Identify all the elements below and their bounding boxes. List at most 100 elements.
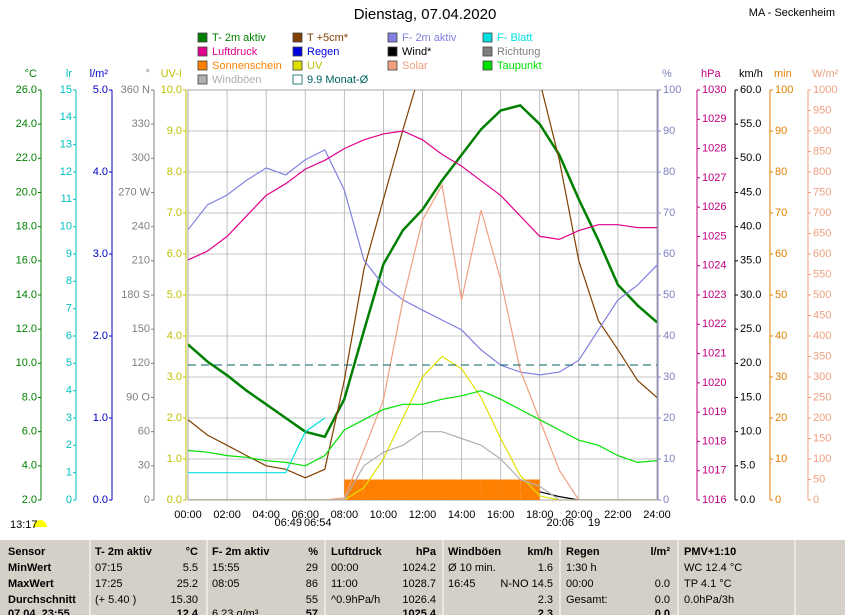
table-cell: 12.4	[177, 608, 199, 615]
table-cell: F- 2m aktiv	[212, 546, 270, 558]
table-cell: TP 4.1 °C	[684, 578, 732, 590]
y-tick-label: 1020	[702, 377, 726, 389]
y-tick-label: 7.0	[167, 207, 182, 219]
y-tick-label: 6.0	[22, 426, 37, 438]
y-tick-label: 150	[813, 432, 831, 444]
y-tick-label: 100	[813, 453, 831, 465]
y-tick-label: 1000	[813, 84, 837, 96]
y-tick-label: 60.0	[740, 84, 761, 96]
legend-swatch	[197, 32, 208, 43]
table-cell: 11:00	[331, 578, 358, 590]
legend-label: Sonnenschein	[212, 60, 282, 72]
y-tick-label: 900	[813, 125, 831, 137]
y-tick-label: 15.0	[740, 391, 761, 403]
axis-label: lr	[66, 68, 72, 80]
y-tick-label: 120	[132, 357, 150, 369]
sun-icon	[33, 520, 47, 527]
y-tick-label: 80	[663, 166, 675, 178]
series-line	[188, 355, 657, 500]
y-tick-label: 210	[132, 255, 150, 267]
series-line	[188, 183, 657, 500]
series-line	[188, 417, 326, 474]
legend-label: Wind*	[402, 46, 432, 58]
y-tick-label: 8	[66, 275, 72, 287]
y-tick-label: 4.0	[93, 166, 108, 178]
legend-label: F- Blatt	[497, 32, 532, 44]
table-cell: 55	[306, 594, 318, 606]
y-tick-label: 750	[813, 186, 831, 198]
x-tick-label: 12:00	[409, 509, 437, 521]
y-tick-label: 0.0	[740, 494, 755, 506]
y-tick-label: 180 S	[121, 289, 150, 301]
legend-label: Regen	[307, 46, 339, 58]
y-tick-label: 270 W	[118, 186, 150, 198]
x-tick-label: 14:00	[448, 509, 476, 521]
y-tick-label: 950	[813, 104, 831, 116]
x-tick-label: 04:00	[252, 509, 280, 521]
y-tick-label: 90 O	[126, 391, 150, 403]
legend-swatch	[482, 32, 493, 43]
table-cell: 0.0	[655, 578, 670, 590]
series-line	[188, 431, 657, 500]
y-tick-label: 0	[775, 494, 781, 506]
table-cell: 86	[306, 578, 318, 590]
y-tick-label: 1021	[702, 347, 726, 359]
y-tick-label: 240	[132, 221, 150, 233]
legend-label: Luftdruck	[212, 46, 258, 58]
y-tick-label: 90	[663, 125, 675, 137]
table-cell: 15:55	[212, 562, 240, 574]
y-tick-label: 800	[813, 166, 831, 178]
y-tick-label: 1016	[702, 494, 726, 506]
y-tick-label: 30	[138, 460, 150, 472]
legend-label: Taupunkt	[497, 60, 542, 72]
legend-label: F- 2m aktiv	[402, 32, 457, 44]
table-cell: 1028.7	[402, 578, 436, 590]
series-line	[188, 104, 657, 439]
y-tick-label: 22.0	[16, 152, 37, 164]
table-cell: (+ 5.40 )	[95, 594, 136, 606]
legend-swatch	[197, 60, 208, 71]
y-tick-label: 400	[813, 330, 831, 342]
y-tick-label: 100	[663, 84, 681, 96]
y-tick-label: 25.0	[740, 323, 761, 335]
y-tick-label: 0	[66, 494, 72, 506]
y-tick-label: 90	[775, 125, 787, 137]
y-tick-label: 1028	[702, 142, 726, 154]
y-tick-label: 50.0	[740, 152, 761, 164]
table-cell: 1026.4	[402, 594, 436, 606]
y-tick-label: 5.0	[167, 289, 182, 301]
y-tick-label: 1017	[702, 465, 726, 477]
legend-swatch	[387, 32, 398, 43]
table-cell: 25.2	[177, 578, 198, 590]
table-cell: Sensor	[8, 546, 46, 558]
table-cell: 1025.4	[402, 608, 437, 615]
table-cell: l/m²	[650, 546, 670, 558]
table-cell: N-NO 14.5	[500, 578, 553, 590]
sunshine-bar	[422, 479, 443, 500]
legend-swatch	[292, 60, 303, 71]
y-tick-label: 1026	[702, 201, 726, 213]
x-tick-label: 06:00	[291, 509, 319, 521]
sunshine-bar	[461, 479, 482, 500]
location: MA - Seckenheim	[749, 7, 835, 19]
y-tick-label: 12.0	[16, 323, 37, 335]
y-tick-label: 55.0	[740, 118, 761, 130]
legend-label: 9.9 Monat-Ø	[307, 74, 369, 86]
table-cell: 0.0hPa/3h	[684, 594, 734, 606]
y-tick-label: 1022	[702, 318, 726, 330]
axis-label: °	[146, 68, 150, 80]
table-cell: °C	[186, 546, 198, 558]
y-tick-label: 250	[813, 391, 831, 403]
x-tick-label: 00:00	[174, 509, 202, 521]
legend-swatch	[197, 46, 208, 57]
table-cell: km/h	[527, 546, 553, 558]
y-tick-label: 1023	[702, 289, 726, 301]
legend-swatch	[197, 74, 208, 85]
y-tick-label: 4.0	[22, 460, 37, 472]
y-tick-label: 15	[60, 84, 72, 96]
table-cell: 2.3	[538, 608, 553, 615]
axis-label: UV-I	[161, 68, 182, 80]
table-cell: Gesamt:	[566, 594, 608, 606]
x-tick-label: 02:00	[213, 509, 241, 521]
